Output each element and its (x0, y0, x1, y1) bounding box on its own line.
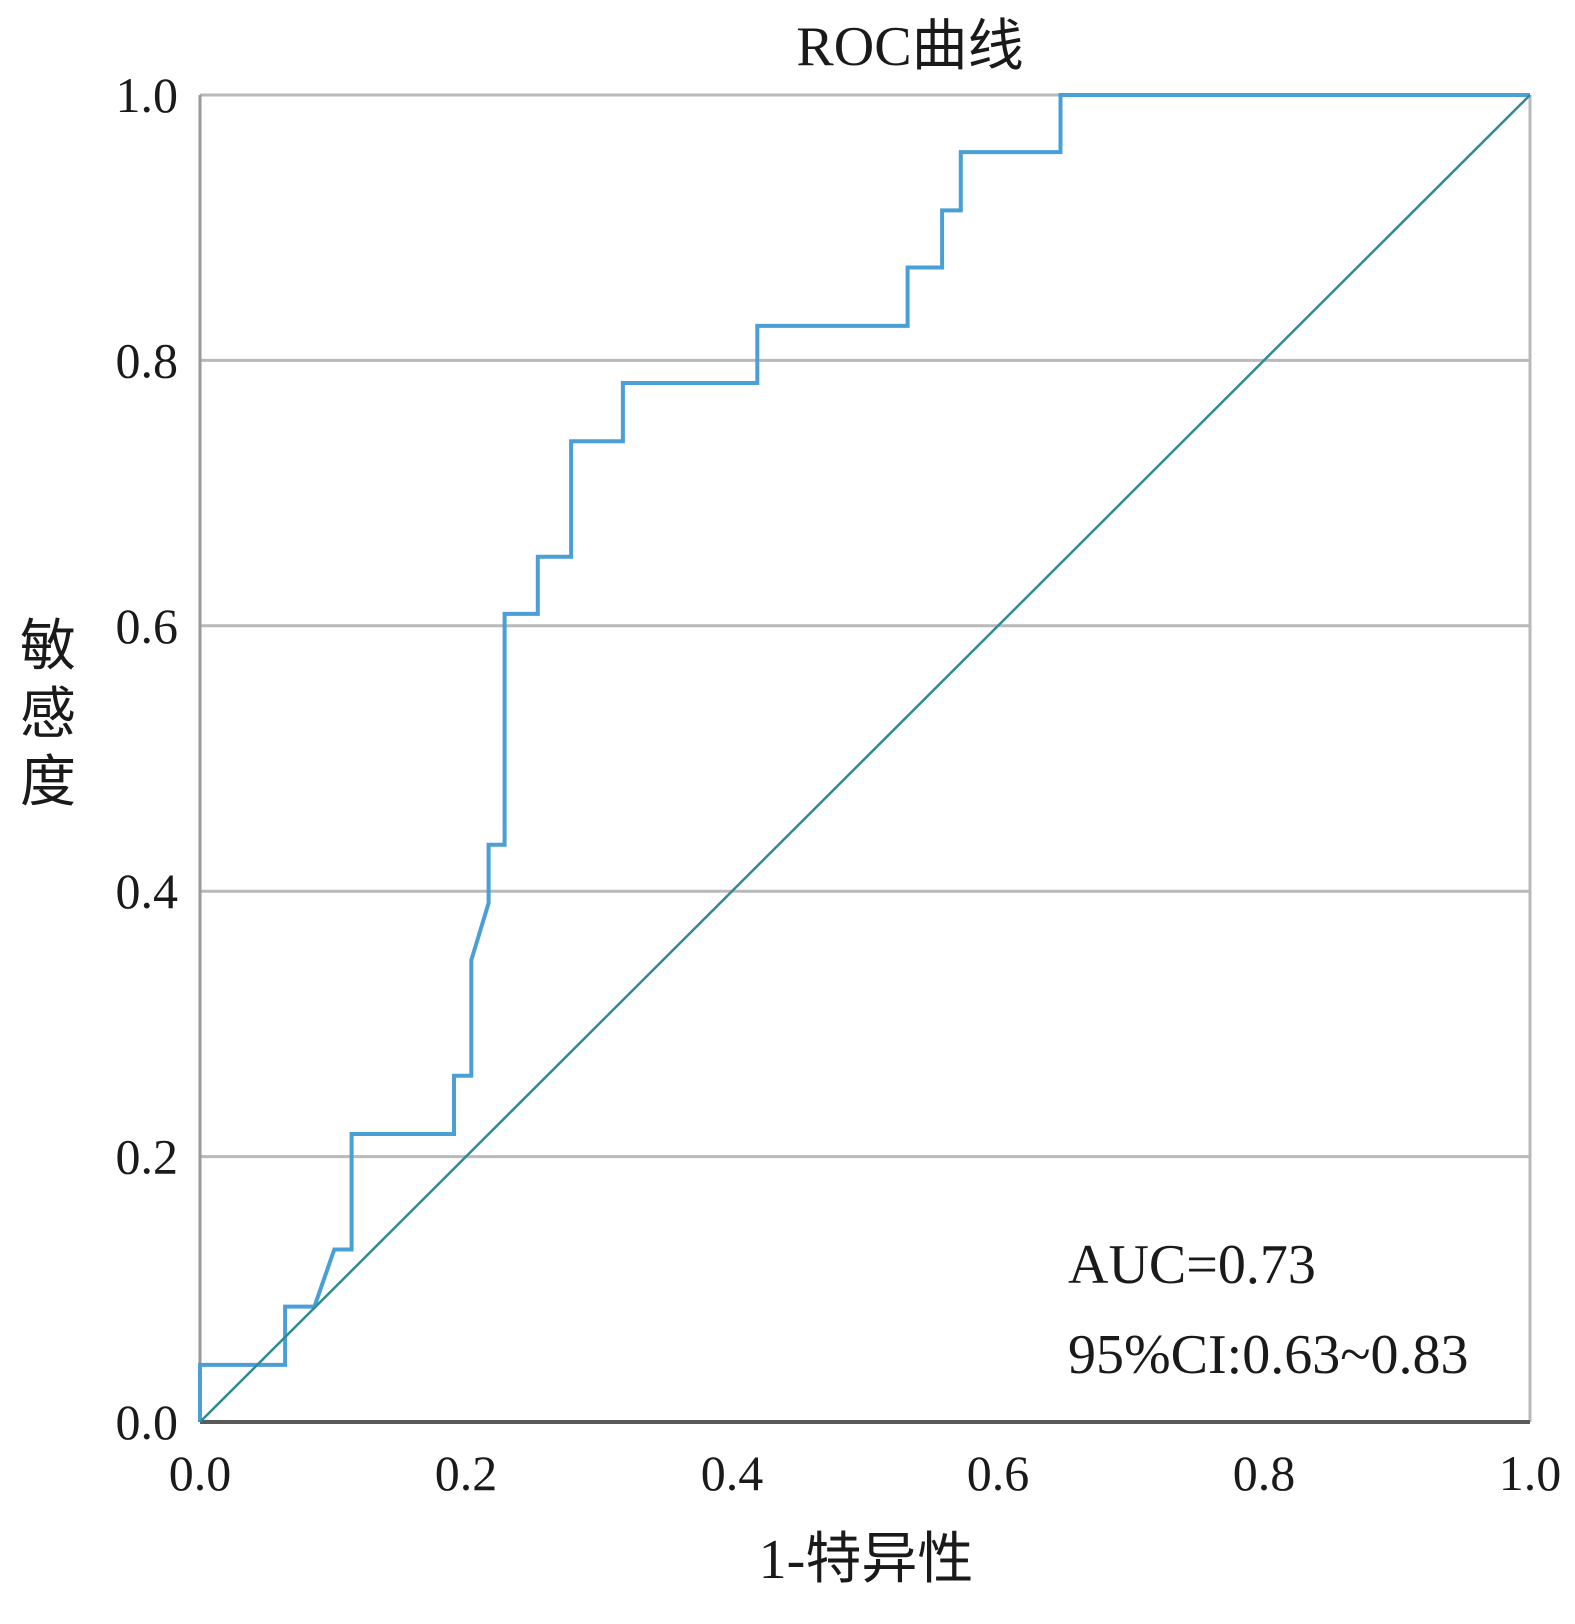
x-tick-label: 1.0 (1499, 1445, 1562, 1501)
roc-curve (198, 93, 1530, 1422)
axes (198, 95, 1532, 1424)
x-axis-label: 1-特异性 (759, 1529, 974, 1591)
y-tick-label: 0.0 (116, 1394, 179, 1450)
auc-annotation: AUC=0.73 (1068, 1234, 1316, 1296)
y-tick-label: 0.8 (116, 332, 179, 388)
y-axis-label: 敏感度 (20, 616, 76, 814)
y-tick-label: 0.2 (116, 1129, 179, 1185)
x-tick-label: 0.2 (435, 1445, 498, 1501)
y-tick-label: 0.6 (116, 598, 179, 654)
y-tick-label: 1.0 (116, 67, 179, 123)
series-lines (198, 93, 1531, 1423)
x-tick-label: 0.0 (169, 1445, 232, 1501)
chart-title: ROC曲线 (796, 16, 1023, 78)
x-tick-label: 0.8 (1233, 1445, 1296, 1501)
x-tick-label: 0.4 (701, 1445, 764, 1501)
ci-annotation: 95%CI:0.63~0.83 (1068, 1324, 1469, 1386)
x-tick-label: 0.6 (967, 1445, 1030, 1501)
x-tick-labels: 0.0 0.2 0.4 0.6 0.8 1.0 (169, 1445, 1562, 1501)
y-tick-labels: 0.0 0.2 0.4 0.6 0.8 1.0 (116, 67, 179, 1450)
y-tick-label: 0.4 (116, 863, 179, 919)
reference-diagonal (199, 94, 1531, 1423)
grid-lines (200, 93, 1530, 1159)
